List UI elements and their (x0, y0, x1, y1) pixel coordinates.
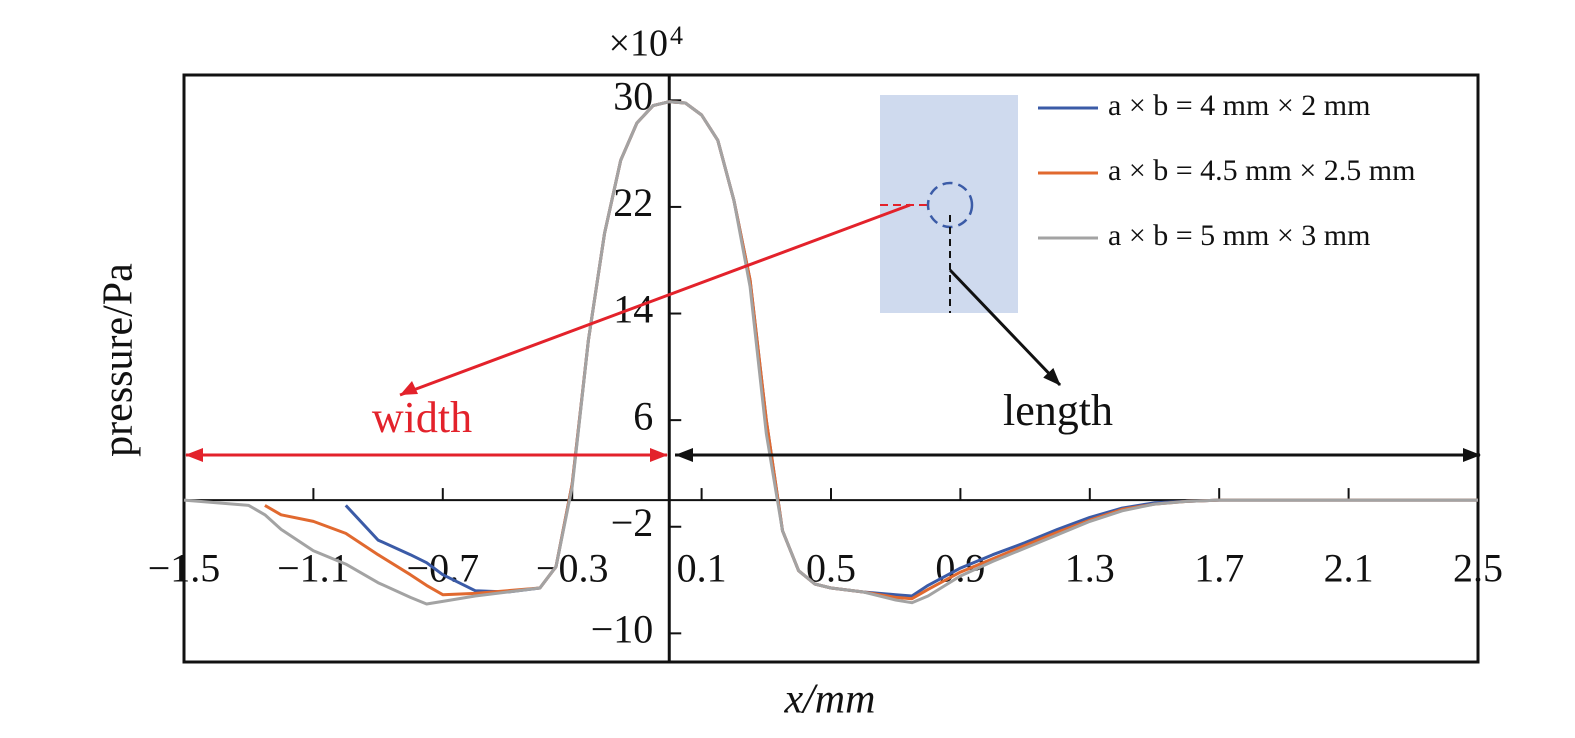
legend-label: a × b = 4.5 mm × 2.5 mm (1108, 154, 1415, 187)
y-axis-label: pressure/Pa (96, 263, 142, 457)
y-tick-label: −10 (591, 607, 654, 652)
x-tick-label: 1.3 (1065, 545, 1115, 590)
axis-multiplier: ×10 (609, 23, 668, 65)
x-tick-label: 2.5 (1453, 545, 1503, 590)
annotation: width (372, 393, 472, 442)
x-tick-label: −1.5 (148, 545, 221, 590)
x-axis-label: x/mm (784, 677, 876, 723)
x-tick-label: 2.1 (1324, 545, 1374, 590)
x-tick-label: −0.7 (407, 545, 480, 590)
width-pointer (399, 203, 911, 397)
series-line (183, 100, 1478, 606)
x-tick-label: −0.3 (536, 545, 609, 590)
x-tick-label: 0.1 (677, 545, 727, 590)
x-tick-label: −1.1 (277, 545, 350, 590)
y-tick-label: −2 (611, 500, 654, 545)
plot-area: −10−26142230−1.5−1.1−0.7−0.30.10.50.91.3… (148, 73, 1503, 662)
annotation: length (1003, 386, 1113, 435)
legend-label: a × b = 5 mm × 3 mm (1108, 219, 1370, 252)
plot-frame (182, 73, 1480, 664)
legend-label: a × b = 4 mm × 2 mm (1108, 89, 1370, 122)
axis-multiplier-exponent: 4 (670, 21, 683, 50)
length-pointer (948, 268, 1062, 387)
y-tick-label: 22 (613, 180, 653, 225)
x-tick-label: 1.7 (1194, 545, 1244, 590)
legend: a × b = 4 mm × 2 mm a × b = 4.5 mm × 2.5 … (1038, 89, 1415, 252)
arrow-head (675, 448, 693, 462)
y-tick-label: 6 (633, 393, 653, 438)
arrow-head (400, 381, 418, 395)
